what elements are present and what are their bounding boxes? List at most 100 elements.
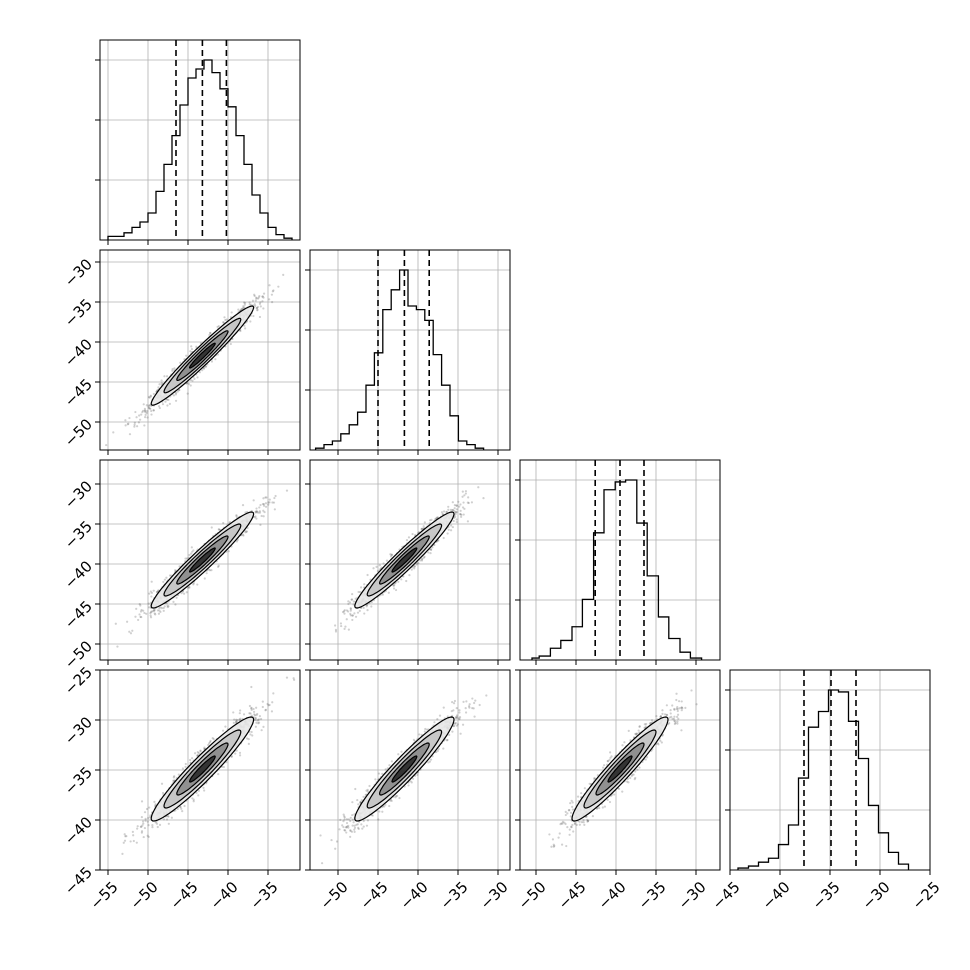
sample-point <box>271 300 274 304</box>
sample-point <box>400 578 403 581</box>
sample-point <box>178 565 181 568</box>
sample-point <box>248 301 251 304</box>
sample-point <box>147 395 151 399</box>
sample-point <box>144 411 147 414</box>
sample-point <box>359 590 362 594</box>
sample-point <box>124 835 127 838</box>
sample-point <box>153 608 156 611</box>
sample-point <box>261 300 264 303</box>
sample-point <box>190 552 193 555</box>
sample-point <box>242 306 245 309</box>
sample-point <box>254 515 257 518</box>
sample-point <box>174 399 178 402</box>
sample-point <box>145 411 148 415</box>
sample-point <box>131 629 134 632</box>
sample-point <box>185 591 188 594</box>
sample-point <box>259 305 262 308</box>
sample-point <box>349 607 352 610</box>
sample-point <box>454 511 457 514</box>
sample-point <box>415 563 418 566</box>
sample-point <box>151 610 154 613</box>
sample-point <box>198 371 201 374</box>
sample-point <box>423 521 426 524</box>
sample-point <box>149 590 152 593</box>
sample-point <box>128 630 131 633</box>
sample-point <box>162 606 165 610</box>
sample-point <box>258 315 262 319</box>
sample-point <box>150 591 154 594</box>
sample-point <box>145 612 148 615</box>
sample-point <box>420 527 424 530</box>
sample-point <box>166 605 169 609</box>
sample-point <box>417 562 420 565</box>
sample-point <box>190 347 194 351</box>
sample-point <box>285 489 289 492</box>
sample-point <box>196 376 199 379</box>
sample-point <box>460 515 463 518</box>
density-layer <box>121 676 296 855</box>
sample-point <box>341 610 345 614</box>
sample-point <box>214 358 217 361</box>
sample-point <box>148 806 151 809</box>
sample-point <box>208 569 212 572</box>
y-tick-label: −30 <box>61 255 96 290</box>
sample-point <box>163 578 167 581</box>
sample-point <box>189 350 192 353</box>
sample-point <box>466 501 469 504</box>
sample-point <box>254 299 257 302</box>
sample-point <box>256 510 259 514</box>
sample-point <box>241 533 244 536</box>
sample-point <box>143 826 147 830</box>
sample-point <box>148 404 152 407</box>
sample-point <box>158 609 161 612</box>
sample-point <box>216 325 219 329</box>
sample-point <box>411 532 414 536</box>
sample-point <box>128 433 132 436</box>
sample-point <box>165 375 169 378</box>
axes-frame <box>99 249 301 451</box>
sample-point <box>124 419 127 422</box>
sample-point <box>168 402 171 405</box>
histogram-step <box>314 269 485 450</box>
sample-point <box>253 516 256 519</box>
sample-point <box>167 398 170 402</box>
sample-point <box>455 511 458 514</box>
density-contour <box>189 547 216 573</box>
sample-point <box>262 502 266 506</box>
sample-point <box>451 501 454 504</box>
sample-point <box>375 565 378 568</box>
sample-point <box>265 496 268 499</box>
sample-point <box>201 369 204 372</box>
sample-point <box>349 607 352 611</box>
sample-point <box>259 301 262 304</box>
sample-point <box>148 606 151 609</box>
sample-point <box>154 613 157 616</box>
sample-point <box>257 722 260 725</box>
sample-point <box>176 390 179 393</box>
sample-point <box>449 508 453 511</box>
sample-point <box>251 299 255 302</box>
sample-point <box>164 400 167 403</box>
sample-point <box>255 510 259 513</box>
y-tick-label: −40 <box>61 335 96 370</box>
sample-point <box>267 501 270 504</box>
sample-point <box>345 609 349 612</box>
sample-point <box>454 510 457 514</box>
sample-point <box>264 505 268 508</box>
sample-point <box>447 505 450 508</box>
sample-point <box>163 375 166 378</box>
sample-point <box>349 609 352 612</box>
sample-point <box>204 365 208 368</box>
sample-point <box>230 311 233 314</box>
sample-point <box>351 618 354 622</box>
y-tick-label: −35 <box>61 295 96 330</box>
sample-point <box>258 510 261 513</box>
x-tick-label: −35 <box>809 878 844 913</box>
sample-point <box>126 620 129 623</box>
sample-point <box>274 494 277 498</box>
sample-point <box>149 614 152 617</box>
sample-point <box>259 503 262 507</box>
sample-point <box>149 616 153 619</box>
sample-point <box>143 409 146 412</box>
